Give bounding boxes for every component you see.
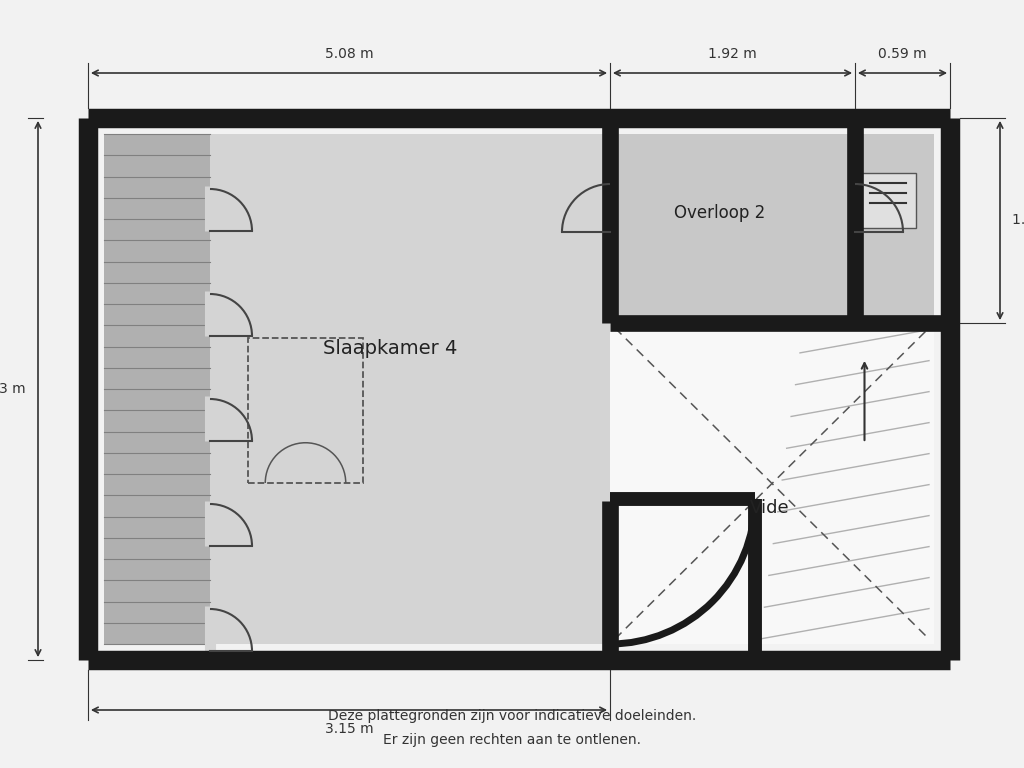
Text: Er zijn geen rechten aan te ontlenen.: Er zijn geen rechten aan te ontlenen.: [383, 733, 641, 747]
Bar: [104, 134, 210, 644]
Text: Overloop 2: Overloop 2: [675, 204, 766, 222]
Text: 3.15 m: 3.15 m: [325, 722, 374, 736]
Bar: [248, 338, 362, 483]
Bar: [860, 173, 916, 228]
Polygon shape: [855, 134, 934, 323]
Text: 0.59 m: 0.59 m: [879, 47, 927, 61]
Text: 5.08 m: 5.08 m: [325, 47, 374, 61]
Text: 5.63 m: 5.63 m: [0, 382, 26, 396]
Polygon shape: [610, 323, 934, 644]
Text: Deze plattegronden zijn voor indicatieve doeleinden.: Deze plattegronden zijn voor indicatieve…: [328, 709, 696, 723]
Polygon shape: [104, 134, 610, 644]
Text: Slaapkamer 4: Slaapkamer 4: [323, 339, 457, 357]
Text: 1.41 m: 1.41 m: [1012, 214, 1024, 227]
Text: 1.92 m: 1.92 m: [709, 47, 757, 61]
Polygon shape: [610, 134, 855, 323]
Text: Vide: Vide: [751, 499, 790, 517]
